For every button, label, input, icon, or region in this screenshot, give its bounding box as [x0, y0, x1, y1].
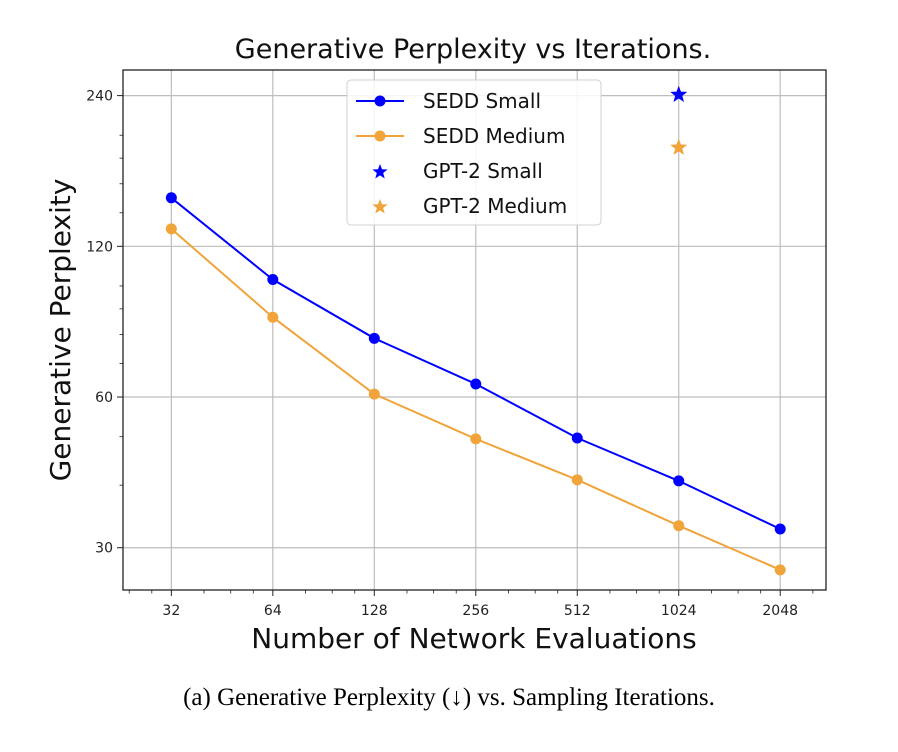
gpt-2-small-star — [670, 85, 688, 102]
y-axis-label: Generative Perplexity — [44, 179, 77, 482]
legend-sedd-medium-marker — [374, 130, 386, 142]
x-tick-label: 512 — [564, 603, 591, 619]
sedd-small-point — [165, 192, 177, 204]
sedd-small-point — [368, 332, 380, 344]
sedd-medium-point — [470, 433, 482, 445]
x-tick-label: 256 — [462, 603, 489, 619]
sedd-small-point — [267, 274, 279, 286]
legend-sedd-medium-label: SEDD Medium — [423, 124, 565, 148]
sedd-small-point — [470, 378, 482, 390]
y-tick-label: 60 — [95, 390, 113, 406]
legend-gpt-2-small-label: GPT-2 Small — [423, 159, 543, 183]
legend-gpt-2-medium-label: GPT-2 Medium — [423, 194, 567, 218]
legend-gpt-2-small-marker — [372, 164, 388, 179]
sedd-medium-point — [165, 223, 177, 235]
x-tick-label: 128 — [361, 603, 388, 619]
legend: SEDD Small SEDD Medium GPT-2 Small GPT-2 Me… — [346, 79, 602, 226]
gpt-2-medium-star — [670, 138, 688, 155]
perplexity-chart: Generative Perplexity vs Iterations. 32 6… — [44, 34, 827, 655]
sedd-medium-point — [368, 388, 380, 400]
sedd-small-point — [673, 475, 685, 487]
sedd-medium-point — [571, 474, 583, 486]
plot-frame — [122, 69, 827, 591]
ticks: 32 64 128 256 512 1024 2048 30 60 120 240 — [86, 89, 814, 619]
legend-box — [346, 79, 602, 226]
x-tick-label: 64 — [264, 603, 282, 619]
x-tick-label: 1024 — [661, 603, 697, 619]
sedd-medium-point — [267, 311, 279, 323]
sedd-small-point — [571, 432, 583, 444]
sedd-small-point — [774, 523, 786, 535]
chart-title: Generative Perplexity vs Iterations. — [235, 34, 711, 65]
x-tick-label: 2048 — [762, 603, 798, 619]
y-tick-label: 30 — [95, 541, 113, 557]
y-tick-label: 120 — [86, 239, 113, 255]
legend-sedd-small-marker — [374, 95, 386, 107]
sedd-medium-point — [673, 520, 685, 532]
x-axis-label: Number of Network Evaluations — [251, 622, 696, 655]
figure-caption: (a) Generative Perplexity (↓) vs. Sampli… — [183, 684, 715, 711]
x-tick-label: 32 — [162, 603, 180, 619]
y-tick-label: 240 — [86, 89, 113, 105]
legend-sedd-small-label: SEDD Small — [423, 89, 541, 113]
series-layer — [165, 85, 786, 576]
legend-gpt-2-medium-marker — [372, 199, 388, 214]
sedd-medium-point — [774, 564, 786, 576]
